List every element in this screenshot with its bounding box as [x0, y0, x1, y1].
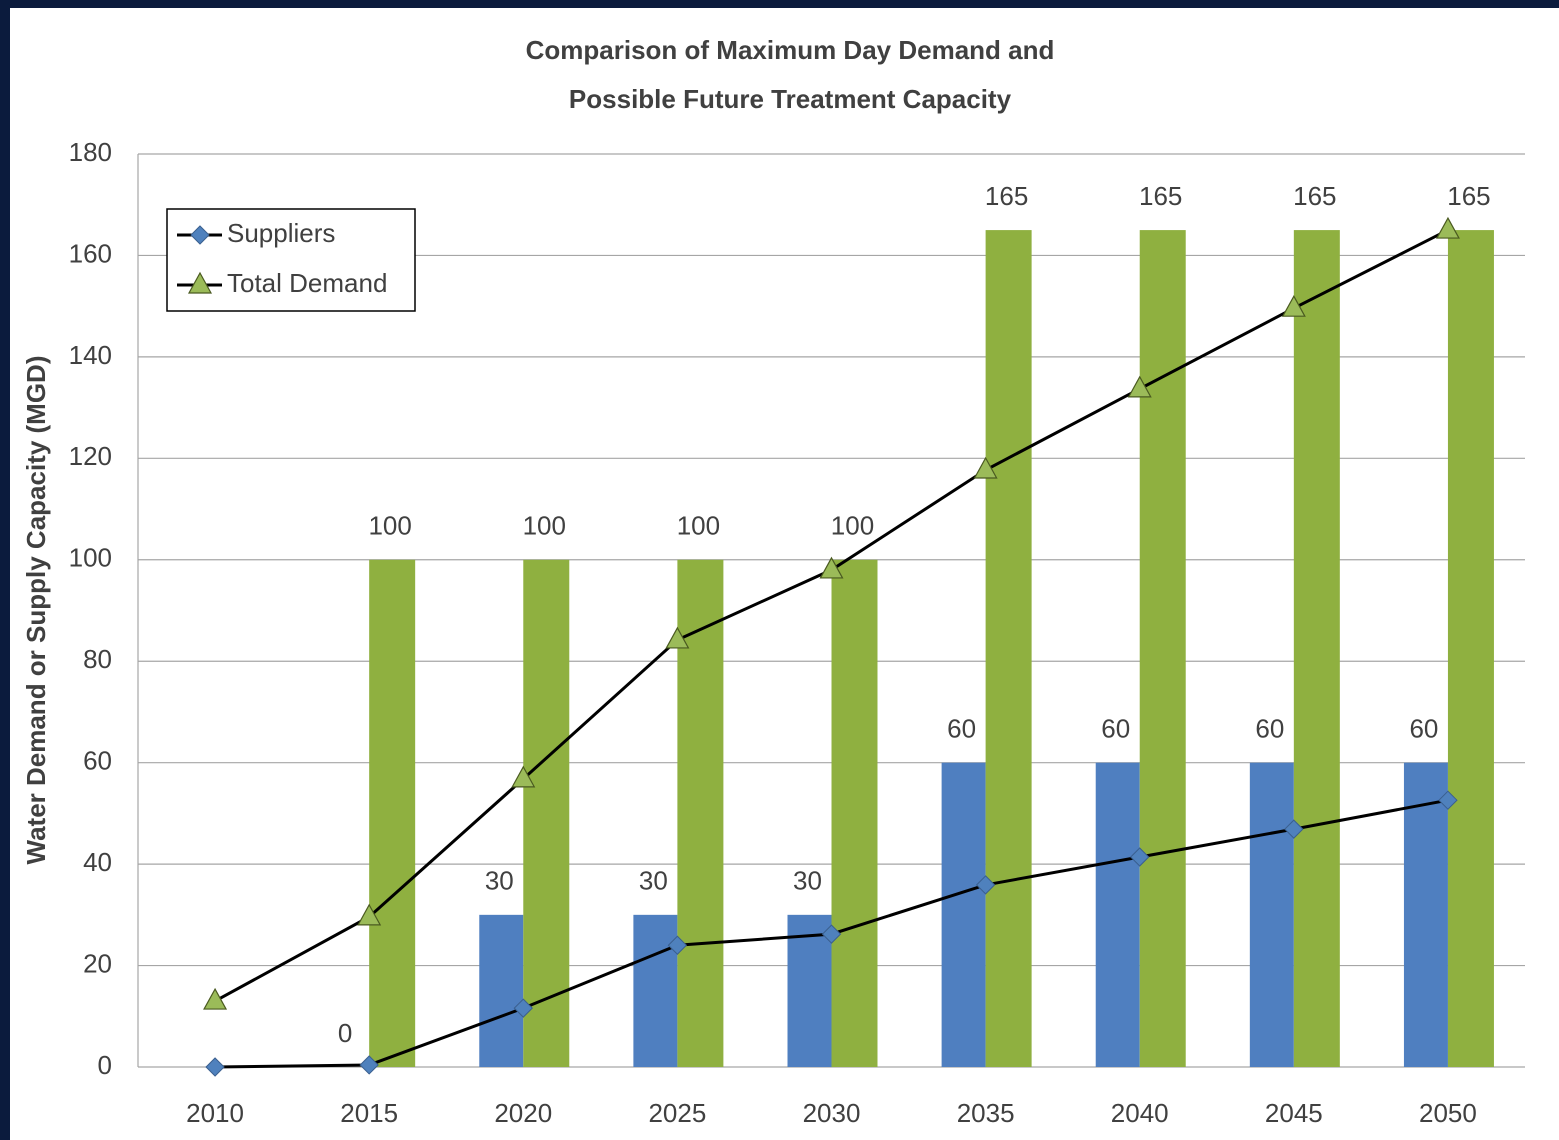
x-tick-label: 2030	[803, 1098, 861, 1128]
line-marker	[1438, 790, 1458, 810]
line-marker	[357, 903, 382, 926]
data-label: 30	[639, 866, 668, 896]
x-tick-label: 2035	[957, 1098, 1015, 1128]
bar	[831, 559, 878, 1067]
y-tick-label: 80	[83, 644, 112, 674]
line-marker	[821, 924, 842, 944]
y-tick-label: 40	[83, 847, 112, 877]
bar	[1095, 762, 1140, 1067]
x-tick-label: 2010	[186, 1098, 244, 1128]
legend-marker	[187, 271, 213, 294]
data-label: 165	[1293, 181, 1336, 211]
legend-marker	[190, 225, 210, 245]
data-label: 60	[1255, 714, 1284, 744]
y-tick-label: 180	[69, 137, 112, 167]
line-marker	[359, 1055, 379, 1075]
y-tick-label: 20	[83, 948, 112, 978]
legend-label: Total Demand	[227, 268, 387, 298]
x-tick-label: 2015	[340, 1098, 398, 1128]
x-tick-label: 2025	[648, 1098, 706, 1128]
line-marker	[1281, 294, 1306, 317]
x-tick-label: 2050	[1419, 1098, 1477, 1128]
legend-label: Suppliers	[227, 218, 335, 248]
line-marker	[1127, 375, 1152, 398]
line-marker	[203, 987, 228, 1010]
line-marker	[819, 556, 844, 579]
line-marker	[513, 998, 533, 1018]
line-marker	[205, 1057, 225, 1077]
data-label: 165	[985, 181, 1028, 211]
line-marker	[667, 935, 688, 955]
data-label: 100	[677, 511, 720, 541]
line-marker	[975, 875, 996, 895]
bar	[479, 914, 524, 1067]
bar	[941, 762, 986, 1067]
bar	[633, 914, 678, 1067]
data-label: 100	[368, 511, 411, 541]
bar	[523, 559, 570, 1067]
bar	[369, 559, 416, 1067]
data-label: 0	[338, 1018, 352, 1048]
x-tick-label: 2020	[494, 1098, 552, 1128]
bar	[1293, 230, 1340, 1068]
bar	[985, 230, 1032, 1068]
y-tick-label: 120	[69, 441, 112, 471]
bar	[1249, 762, 1294, 1067]
x-tick-label: 2045	[1265, 1098, 1323, 1128]
y-axis-label: Water Demand or Supply Capacity (MGD)	[21, 356, 51, 865]
data-label: 165	[1447, 181, 1490, 211]
line-marker	[511, 765, 536, 788]
legend	[166, 208, 416, 312]
line-marker	[1284, 819, 1304, 839]
bar	[1403, 762, 1448, 1067]
chart-title: Possible Future Treatment Capacity	[569, 84, 1012, 114]
data-label: 100	[831, 511, 874, 541]
chart-title: Comparison of Maximum Day Demand and	[526, 35, 1055, 65]
bar	[1139, 230, 1186, 1068]
line-marker	[1435, 216, 1460, 239]
data-label: 60	[1101, 714, 1130, 744]
y-tick-label: 160	[69, 238, 112, 268]
data-label: 60	[1409, 714, 1438, 744]
y-tick-label: 100	[69, 543, 112, 573]
x-tick-label: 2040	[1111, 1098, 1169, 1128]
y-tick-label: 0	[98, 1050, 112, 1080]
bar	[1447, 230, 1494, 1068]
data-label: 30	[793, 866, 822, 896]
line-marker	[973, 456, 998, 479]
y-tick-label: 60	[83, 746, 112, 776]
bar	[787, 914, 832, 1067]
data-label: 60	[947, 714, 976, 744]
line-marker	[1130, 847, 1150, 867]
line-marker	[665, 626, 690, 649]
data-label: 30	[485, 866, 514, 896]
y-tick-label: 140	[69, 340, 112, 370]
data-label: 100	[523, 511, 566, 541]
data-label: 165	[1139, 181, 1182, 211]
